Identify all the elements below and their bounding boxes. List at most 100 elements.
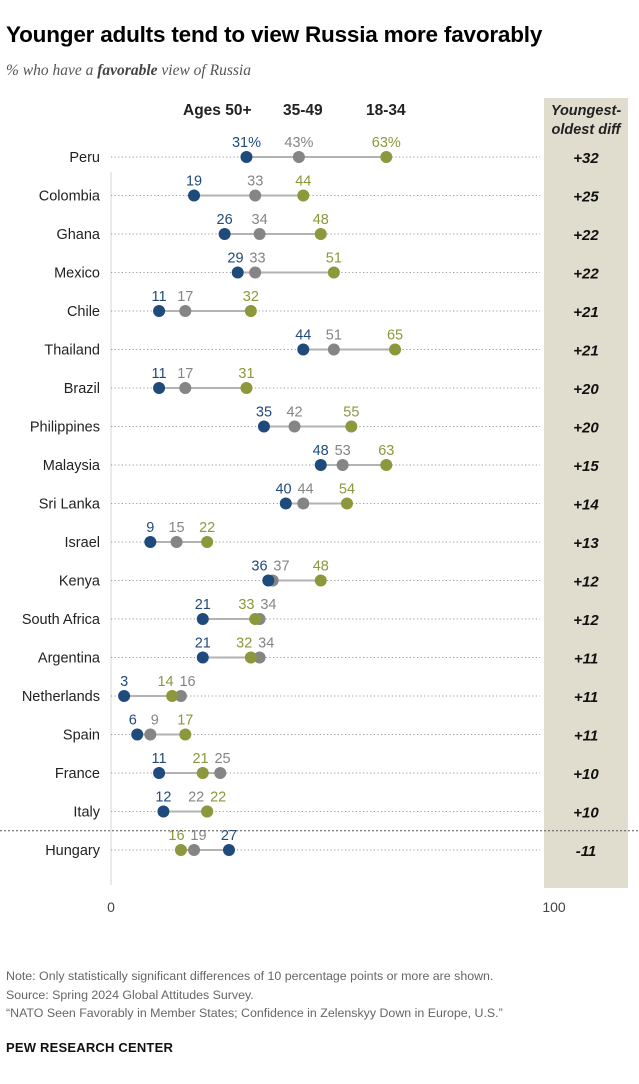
value-label-ages-35-49-israel: 15 — [168, 520, 184, 536]
value-label-ages-18-34-france: 21 — [192, 751, 208, 767]
country-label-sri-lanka: Sri Lanka — [39, 497, 101, 513]
value-label-ages-18-34-thailand: 65 — [387, 328, 403, 344]
country-label-france: France — [55, 766, 100, 782]
value-label-ages-35-49-malaysia: 53 — [335, 443, 351, 459]
value-label-ages-35-49-chile: 17 — [177, 289, 193, 305]
value-label-ages-35-49-kenya: 37 — [273, 559, 289, 575]
value-label-ages-35-49-philippines: 42 — [286, 405, 302, 421]
dot-ages-50-plus-spain — [131, 728, 144, 741]
diff-value-netherlands: +11 — [574, 689, 598, 706]
value-label-ages-50-plus-netherlands: 3 — [120, 674, 128, 690]
dot-ages-18-34-brazil — [240, 382, 253, 394]
legend-ages-18-34: 18-34 — [366, 102, 406, 119]
dot-ages-35-49-brazil — [179, 382, 192, 394]
dot-plot: Peru 31% 43% 63% +32 Colombia 19 33 44 +25 Ghana 26… — [0, 135, 639, 915]
dot-ages-35-49-spain — [144, 728, 157, 741]
value-label-ages-35-49-ghana: 34 — [252, 212, 268, 228]
x-tick-label-0: 0 — [107, 899, 115, 915]
country-label-malaysia: Malaysia — [43, 458, 101, 474]
value-label-ages-35-49-hungary: 19 — [190, 828, 206, 844]
dot-ages-50-plus-israel — [144, 536, 157, 548]
value-label-ages-50-plus-philippines: 35 — [256, 405, 272, 421]
value-label-ages-35-49-france: 25 — [214, 751, 230, 767]
legend-ages-50-plus: Ages 50+ — [183, 102, 252, 119]
diff-value-israel: +13 — [573, 535, 599, 552]
dot-ages-35-49-argentina — [253, 651, 266, 664]
value-label-ages-35-49-colombia: 33 — [247, 174, 263, 190]
subtitle-emphasis: favorable — [97, 62, 158, 79]
dot-ages-35-49-france — [214, 767, 227, 779]
country-label-peru: Peru — [69, 150, 100, 166]
country-label-ghana: Ghana — [56, 227, 100, 243]
value-label-ages-50-plus-thailand: 44 — [295, 328, 311, 344]
value-label-ages-18-34-israel: 22 — [199, 520, 215, 536]
diff-value-italy: +10 — [573, 805, 599, 822]
country-label-mexico: Mexico — [54, 266, 100, 282]
value-label-ages-50-plus-italy: 12 — [155, 790, 171, 806]
diff-value-philippines: +20 — [573, 420, 599, 437]
dot-ages-18-34-philippines — [345, 420, 358, 433]
value-label-ages-50-plus-malaysia: 48 — [313, 443, 329, 459]
dot-ages-35-49-sri-lanka — [297, 497, 310, 510]
value-label-ages-50-plus-kenya: 36 — [251, 559, 267, 575]
diff-value-argentina: +11 — [574, 651, 598, 668]
value-label-ages-35-49-brazil: 17 — [177, 366, 193, 382]
dot-ages-18-34-netherlands — [166, 690, 179, 702]
chart-subtitle: % who have a favorable view of Russia — [6, 62, 251, 80]
value-label-ages-50-plus-france: 11 — [152, 751, 167, 767]
dot-ages-50-plus-peru — [240, 151, 253, 163]
country-label-thailand: Thailand — [44, 343, 100, 359]
value-label-ages-18-34-italy: 22 — [210, 790, 226, 806]
value-label-ages-50-plus-peru: 31% — [232, 135, 261, 151]
dot-ages-35-49-netherlands — [174, 690, 187, 702]
country-label-chile: Chile — [67, 304, 100, 320]
country-label-netherlands: Netherlands — [22, 689, 100, 705]
dot-ages-35-49-chile — [179, 305, 192, 317]
pew-logo-text: PEW RESEARCH CENTER — [6, 1040, 174, 1055]
source-notes: Note: Only statistically significant dif… — [6, 967, 503, 1023]
dot-ages-35-49-mexico — [249, 266, 262, 279]
value-label-ages-50-plus-chile: 11 — [152, 289, 167, 305]
value-label-ages-18-34-mexico: 51 — [326, 251, 342, 267]
dot-ages-18-34-peru — [380, 151, 393, 163]
value-label-ages-18-34-sri-lanka: 54 — [339, 482, 355, 498]
value-label-ages-50-plus-colombia: 19 — [186, 174, 202, 190]
dot-ages-50-plus-malaysia — [314, 459, 327, 471]
diff-value-spain: +11 — [574, 728, 598, 745]
dot-ages-18-34-israel — [201, 536, 214, 548]
diff-value-kenya: +12 — [573, 574, 599, 591]
diff-value-hungary: -11 — [576, 843, 597, 860]
value-label-ages-50-plus-spain: 6 — [129, 713, 137, 729]
value-label-ages-18-34-spain: 17 — [177, 713, 193, 729]
diff-column-panel — [544, 98, 628, 888]
dot-ages-18-34-thailand — [389, 343, 402, 356]
value-label-ages-18-34-peru: 63% — [372, 135, 401, 151]
chart-title: Younger adults tend to view Russia more … — [6, 22, 543, 47]
value-label-ages-18-34-hungary: 16 — [168, 828, 184, 844]
dot-ages-50-plus-brazil — [153, 382, 166, 394]
dot-ages-50-plus-thailand — [297, 343, 310, 356]
value-label-ages-35-49-sri-lanka: 44 — [297, 482, 313, 498]
value-label-ages-18-34-chile: 32 — [243, 289, 259, 305]
dot-ages-18-34-hungary — [174, 844, 187, 856]
dot-ages-50-plus-argentina — [196, 651, 209, 664]
diff-value-chile: +21 — [573, 304, 598, 321]
diff-value-peru: +32 — [573, 150, 599, 167]
value-label-ages-50-plus-mexico: 29 — [227, 251, 243, 267]
value-label-ages-18-34-ghana: 48 — [313, 212, 329, 228]
country-label-hungary: Hungary — [45, 843, 101, 859]
country-label-philippines: Philippines — [30, 420, 100, 436]
diff-value-malaysia: +15 — [573, 458, 599, 475]
dot-ages-35-49-peru — [292, 151, 305, 163]
value-label-ages-18-34-colombia: 44 — [295, 174, 311, 190]
dot-ages-18-34-mexico — [327, 266, 340, 279]
value-label-ages-18-34-brazil: 31 — [238, 366, 254, 382]
dot-ages-35-49-thailand — [327, 343, 340, 356]
country-label-south-africa: South Africa — [22, 612, 101, 628]
dot-ages-18-34-italy — [201, 805, 214, 818]
value-label-ages-35-49-mexico: 33 — [249, 251, 265, 267]
value-label-ages-50-plus-argentina: 21 — [195, 636, 211, 652]
dot-ages-18-34-argentina — [244, 651, 257, 664]
dot-ages-35-49-malaysia — [336, 459, 349, 471]
value-label-ages-18-34-netherlands: 14 — [157, 674, 173, 690]
